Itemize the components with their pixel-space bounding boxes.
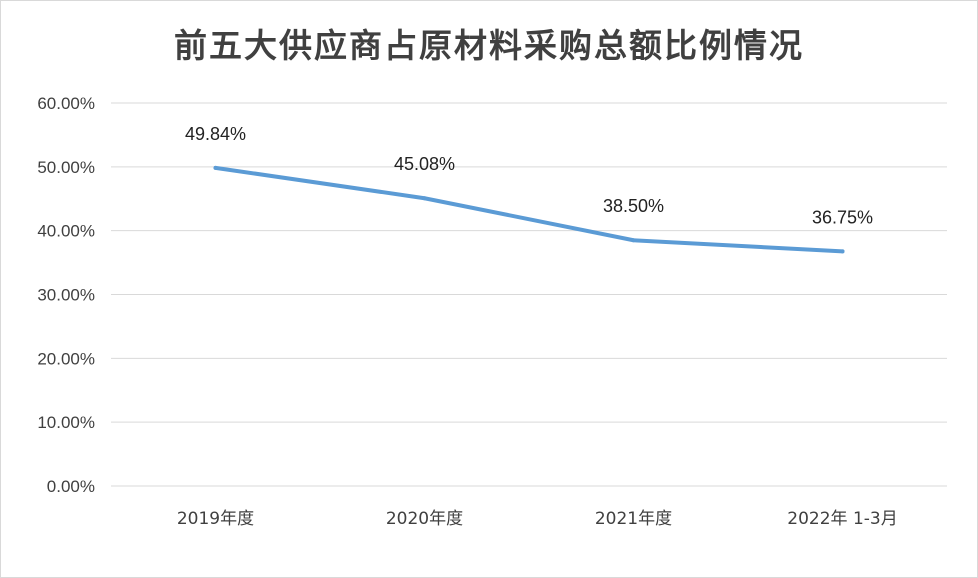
y-tick-label: 30.00% bbox=[37, 286, 95, 305]
data-label: 36.75% bbox=[812, 207, 873, 227]
x-tick-label: 2020年度 bbox=[386, 509, 463, 529]
chart-title: 前五大供应商占原材料采购总额比例情况 bbox=[174, 26, 804, 65]
data-point bbox=[631, 238, 636, 243]
data-point bbox=[422, 196, 427, 201]
y-tick-label: 60.00% bbox=[37, 94, 95, 113]
y-tick-label: 50.00% bbox=[37, 158, 95, 177]
y-tick-label: 10.00% bbox=[37, 413, 95, 432]
series-line bbox=[213, 165, 845, 254]
data-label: 38.50% bbox=[603, 196, 664, 216]
y-tick-label: 0.00% bbox=[47, 477, 95, 496]
x-tick-label: 2021年度 bbox=[595, 509, 672, 529]
data-label: 49.84% bbox=[185, 124, 246, 144]
y-tick-label: 20.00% bbox=[37, 349, 95, 368]
y-tick-label: 40.00% bbox=[37, 222, 95, 241]
data-point bbox=[213, 165, 218, 170]
data-point bbox=[840, 249, 845, 254]
x-tick-label: 2019年度 bbox=[177, 509, 254, 529]
data-label: 45.08% bbox=[394, 154, 455, 174]
x-tick-label: 2022年 1-3月 bbox=[787, 509, 897, 529]
